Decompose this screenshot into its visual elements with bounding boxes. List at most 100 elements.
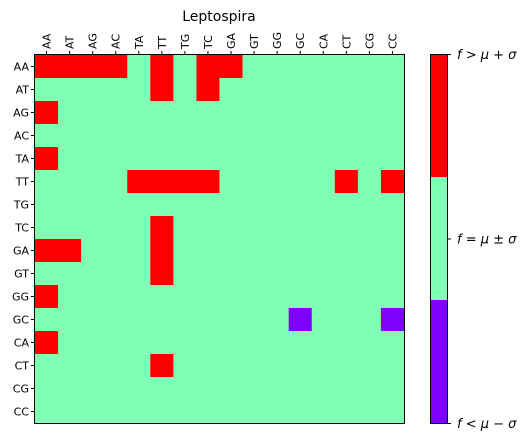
heatmap-cell-AG-CG	[357, 101, 382, 125]
heatmap-cell-TA-TT	[150, 147, 174, 171]
heatmap-cell-AG-TT	[150, 101, 174, 125]
heatmap-cell-CC-TA	[127, 400, 151, 424]
heatmap-cell-CG-TG	[173, 377, 198, 401]
heatmap-cell-TG-TG	[173, 193, 198, 217]
heatmap-cell-TG-CG	[357, 193, 382, 217]
heatmap-cell-AT-CA	[311, 78, 336, 102]
heatmap-cell-GA-CA	[311, 239, 336, 263]
heatmap-cell-GC-TG	[173, 308, 198, 332]
heatmap-cell-GT-CA	[311, 262, 336, 286]
heatmap-cell-TT-TA	[127, 170, 151, 194]
heatmap-cell-AG-CT	[334, 101, 359, 125]
heatmap-cell-GG-TG	[173, 285, 198, 309]
heatmap-cell-CA-GC	[288, 331, 313, 355]
heatmap-cell-CA-AC	[104, 331, 128, 355]
heatmap-cell-AA-CA	[311, 55, 336, 79]
heatmap-cell-TA-CT	[334, 147, 359, 171]
heatmap-cell-GT-CT	[334, 262, 359, 286]
heatmap-cell-CG-GC	[288, 377, 313, 401]
heatmap-cell-GC-GT	[242, 308, 267, 332]
y-tick-label: TA	[15, 153, 30, 166]
y-tick-label: AT	[16, 84, 30, 97]
heatmap-cell-TT-GC	[288, 170, 313, 194]
heatmap-cell-GA-TT	[150, 239, 174, 263]
heatmap-cell-GC-CT	[334, 308, 359, 332]
heatmap-cell-AA-GT	[242, 55, 267, 79]
heatmap-cell-CC-AT	[58, 400, 82, 424]
heatmap-cell-GC-GC	[288, 308, 313, 332]
heatmap-cell-CT-CC	[380, 354, 405, 378]
x-tick-label: AC	[110, 34, 123, 49]
y-tick-label: CG	[13, 383, 29, 396]
heatmap-cell-AT-GT	[242, 78, 267, 102]
heatmap-cell-GT-AG	[81, 262, 105, 286]
heatmap-cell-CA-GT	[242, 331, 267, 355]
heatmap-cell-AA-AA	[35, 55, 59, 79]
heatmap-cell-TA-AA	[35, 147, 59, 171]
y-axis: AA AT AG AC TA TT TG TC GA GT GG GC CA CT CG CC	[12, 61, 35, 419]
heatmap-cell-GG-AG	[81, 285, 105, 309]
heatmap-cell-TT-GG	[265, 170, 290, 194]
x-tick-label: CC	[386, 33, 399, 49]
heatmap-cell-CG-CA	[311, 377, 336, 401]
heatmap-cell-CC-AG	[81, 400, 105, 424]
heatmap-cell-AG-TC	[196, 101, 221, 125]
heatmap-cell-AA-CC	[380, 55, 405, 79]
heatmap-cell-AG-AC	[104, 101, 128, 125]
heatmap-cell-AG-GG	[265, 101, 290, 125]
heatmap-cell-GC-GA	[219, 308, 244, 332]
heatmap-cell-AT-CC	[380, 78, 405, 102]
x-tick-label: GG	[271, 32, 284, 49]
heatmap-cell-TA-CA	[311, 147, 336, 171]
heatmap-cell-TG-GC	[288, 193, 313, 217]
heatmap-cell-TG-AG	[81, 193, 105, 217]
heatmap-cell-CC-GA	[219, 400, 244, 424]
heatmap-cell-GT-TT	[150, 262, 174, 286]
heatmap-cell-TG-CC	[380, 193, 405, 217]
heatmap-cell-TA-AG	[81, 147, 105, 171]
heatmap-cell-CG-TC	[196, 377, 221, 401]
heatmap-cell-CG-CG	[357, 377, 382, 401]
heatmap-cell-AC-GT	[242, 124, 267, 148]
colorbar-label: f < μ − σ	[457, 417, 517, 432]
heatmap-cell-AC-CG	[357, 124, 382, 148]
heatmap-cell-AT-AC	[104, 78, 128, 102]
heatmap-cell-AG-AT	[58, 101, 82, 125]
heatmap-cell-CT-AG	[81, 354, 105, 378]
heatmap-cell-TA-TG	[173, 147, 198, 171]
heatmap-cell-CA-CT	[334, 331, 359, 355]
heatmap-cell-AT-CG	[357, 78, 382, 102]
heatmap-cell-GT-TG	[173, 262, 198, 286]
heatmap-cell-GG-CA	[311, 285, 336, 309]
heatmap-cell-CT-AT	[58, 354, 82, 378]
heatmap-cell-AA-TG	[173, 55, 198, 79]
heatmap-cell-TG-AC	[104, 193, 128, 217]
heatmap-cell-TC-AT	[58, 216, 82, 240]
heatmap-cell-CG-GA	[219, 377, 244, 401]
heatmap-cell-CT-GC	[288, 354, 313, 378]
x-tick-label: AG	[87, 33, 100, 49]
colorbar-label: f > μ + σ	[457, 48, 517, 63]
heatmap-cell-GG-GA	[219, 285, 244, 309]
heatmap-cell-TG-CT	[334, 193, 359, 217]
y-tick-label: CC	[14, 406, 30, 419]
heatmap-cell-AT-AG	[81, 78, 105, 102]
heatmap-cell-AC-TG	[173, 124, 198, 148]
heatmap-cell-GC-AG	[81, 308, 105, 332]
heatmap-cell-CT-TT	[150, 354, 174, 378]
heatmap-cell-TT-AC	[104, 170, 128, 194]
heatmap-cell-CG-CT	[334, 377, 359, 401]
y-tick-label: GT	[14, 268, 29, 281]
heatmap-cell-AT-TA	[127, 78, 151, 102]
y-tick-label: TC	[14, 222, 29, 235]
heatmap-cells	[35, 55, 405, 424]
heatmap-cell-CT-GG	[265, 354, 290, 378]
heatmap-cell-AA-AG	[81, 55, 105, 79]
colorbar-label: f = μ ± σ	[457, 233, 517, 248]
heatmap-cell-CT-GT	[242, 354, 267, 378]
heatmap-cell-GA-CG	[357, 239, 382, 263]
heatmap-cell-TG-AT	[58, 193, 82, 217]
heatmap-cell-CA-AA	[35, 331, 59, 355]
heatmap-cell-AG-AG	[81, 101, 105, 125]
